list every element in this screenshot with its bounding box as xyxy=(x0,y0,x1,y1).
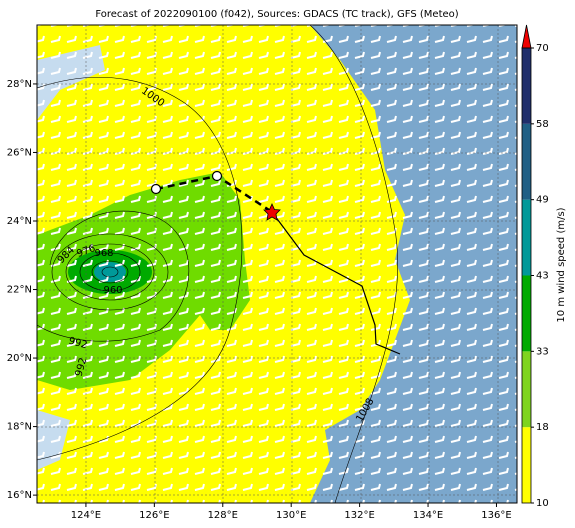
y-tick-label: 28°N xyxy=(7,79,32,90)
contour-label: 968 xyxy=(94,248,113,259)
colorbar-tick-label: 10 xyxy=(536,498,549,509)
track-point xyxy=(150,183,162,195)
track-observed xyxy=(271,211,401,355)
track-point xyxy=(211,170,223,182)
title: Forecast of 2022090100 (f042), Sources: … xyxy=(95,9,458,20)
y-tick-label: 24°N xyxy=(7,216,32,227)
y-tick-label: 26°N xyxy=(7,147,32,158)
wind-barbs xyxy=(37,25,517,503)
isobars xyxy=(37,25,399,503)
colorbar-segment xyxy=(522,275,531,352)
x-tick-label: 130°E xyxy=(276,510,306,521)
colorbar-tick-label: 49 xyxy=(536,195,549,206)
colorbar-extension xyxy=(521,24,532,49)
x-tick-label: 136°E xyxy=(481,510,511,521)
colorbar-tick-label: 18 xyxy=(536,422,549,433)
colorbar-label: 10 m wind speed (m/s) xyxy=(556,207,567,322)
contour-label: 992 xyxy=(67,336,88,352)
plot-frame xyxy=(36,24,518,504)
x-tick-label: 128°E xyxy=(208,510,238,521)
graticule xyxy=(37,25,517,503)
x-tick-label: 132°E xyxy=(344,510,374,521)
y-tick-label: 22°N xyxy=(7,285,32,296)
colorbar-tick-label: 70 xyxy=(536,43,549,54)
x-tick-label: 134°E xyxy=(413,510,443,521)
current-position xyxy=(263,203,281,221)
colorbar-tick-label: 43 xyxy=(536,271,549,282)
colorbar-segment xyxy=(522,427,531,503)
colorbar-tick-label: 33 xyxy=(536,346,549,357)
y-tick-label: 20°N xyxy=(7,353,32,364)
map-area: 1000 984 976 968 960 992 992 1008 xyxy=(37,25,517,503)
y-tick-label: 18°N xyxy=(7,422,32,433)
y-tick-label: 16°N xyxy=(7,490,32,501)
contour-label: 992 xyxy=(74,356,90,377)
colorbar-segment xyxy=(522,199,531,276)
x-tick-label: 126°E xyxy=(139,510,169,521)
colorbar-segment xyxy=(522,48,531,124)
colorbar-segment xyxy=(522,123,531,200)
x-tick-label: 124°E xyxy=(71,510,101,521)
colorbar-tick-label: 58 xyxy=(536,119,549,130)
colorbar-segment xyxy=(522,351,531,428)
contour-label: 960 xyxy=(103,285,122,296)
